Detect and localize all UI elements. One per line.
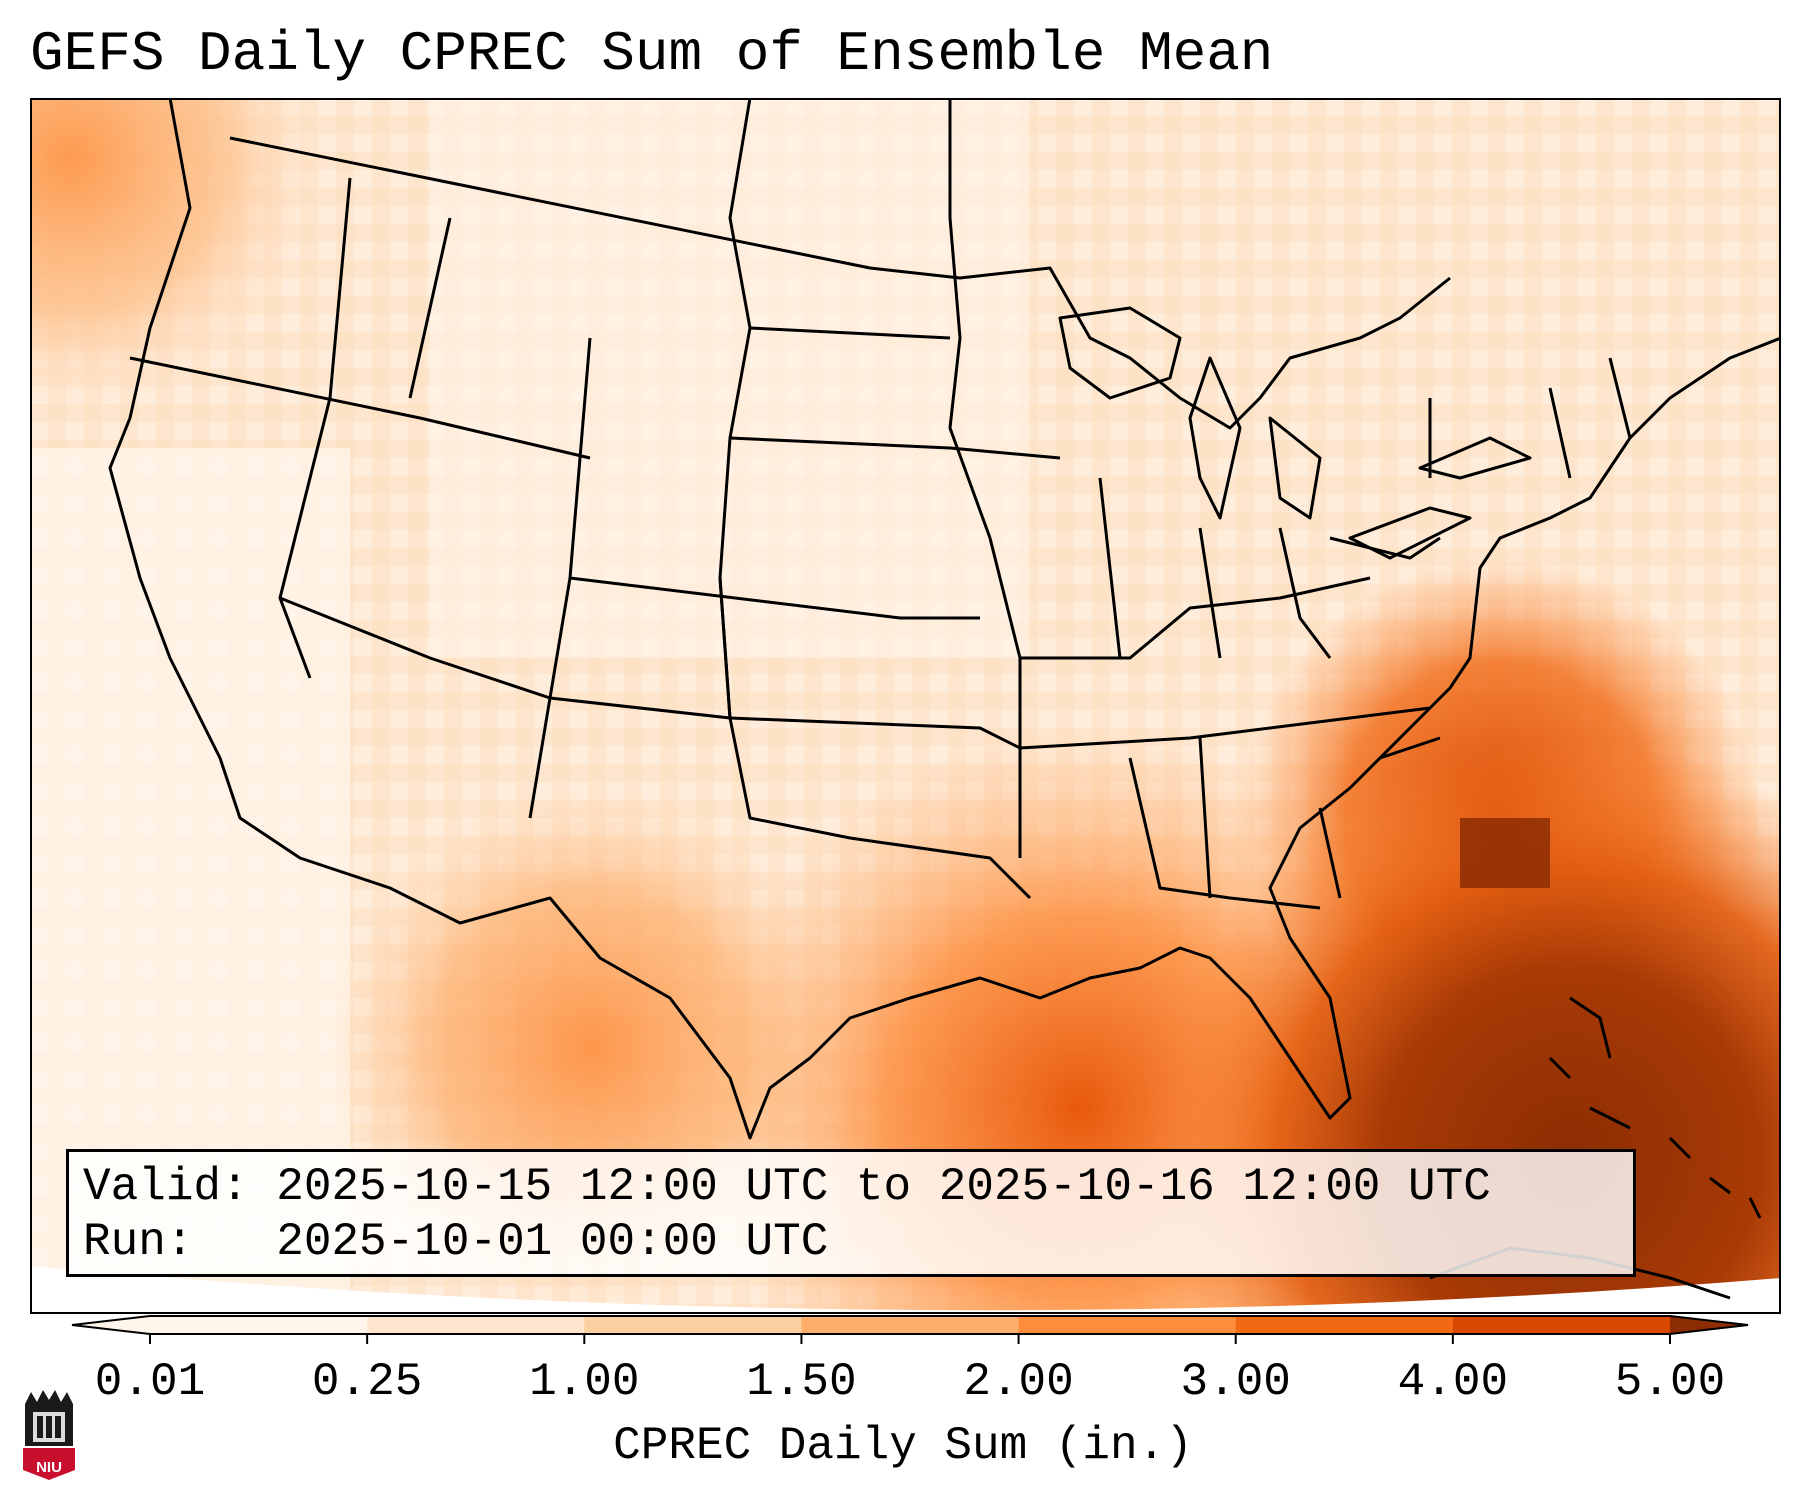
colorbar-segment: [1018, 1316, 1237, 1334]
colorbar-segment: [1235, 1316, 1454, 1334]
colorbar-tick-label: 1.50: [746, 1356, 857, 1408]
colorbar-tick-label: 0.01: [94, 1356, 206, 1408]
colorbar-tick-label: 3.00: [1180, 1356, 1291, 1408]
precip-map: [30, 98, 1781, 1314]
map-panel: [30, 98, 1781, 1314]
colorbar-extend-high: [1670, 1316, 1748, 1334]
colorbar-tick-label: 2.00: [963, 1356, 1074, 1408]
niu-logo: [23, 1390, 75, 1480]
niu-logo-text: NIU: [36, 1459, 62, 1476]
map-border: [30, 98, 1781, 1314]
colorbar-segment: [584, 1316, 802, 1334]
colorbar-segment: [367, 1316, 585, 1334]
colorbar-tick-label: 4.00: [1397, 1356, 1509, 1408]
valid-time-text: Valid: 2025-10-15 12:00 UTC to 2025-10-1…: [83, 1161, 1491, 1213]
colorbar-tick-label: 0.25: [311, 1356, 423, 1408]
colorbar-label: CPREC Daily Sum (in.): [613, 1420, 1193, 1472]
valid-run-info-box: Valid: 2025-10-15 12:00 UTC to 2025-10-1…: [66, 1149, 1636, 1277]
colorbar-segment: [150, 1316, 368, 1334]
run-time-text: Run: 2025-10-01 00:00 UTC: [83, 1216, 829, 1268]
chart-title: GEFS Daily CPREC Sum of Ensemble Mean: [30, 22, 1274, 86]
state-boundaries: [108, 98, 1781, 1140]
colorbar-segment: [801, 1316, 1020, 1334]
colorbar-segment: [1452, 1316, 1671, 1334]
colorbar: [71, 1315, 1749, 1344]
colorbar-extend-low: [72, 1316, 150, 1334]
colorbar-tick-label: 5.00: [1614, 1356, 1726, 1408]
colorbar-tick-label: 1.00: [529, 1356, 640, 1408]
